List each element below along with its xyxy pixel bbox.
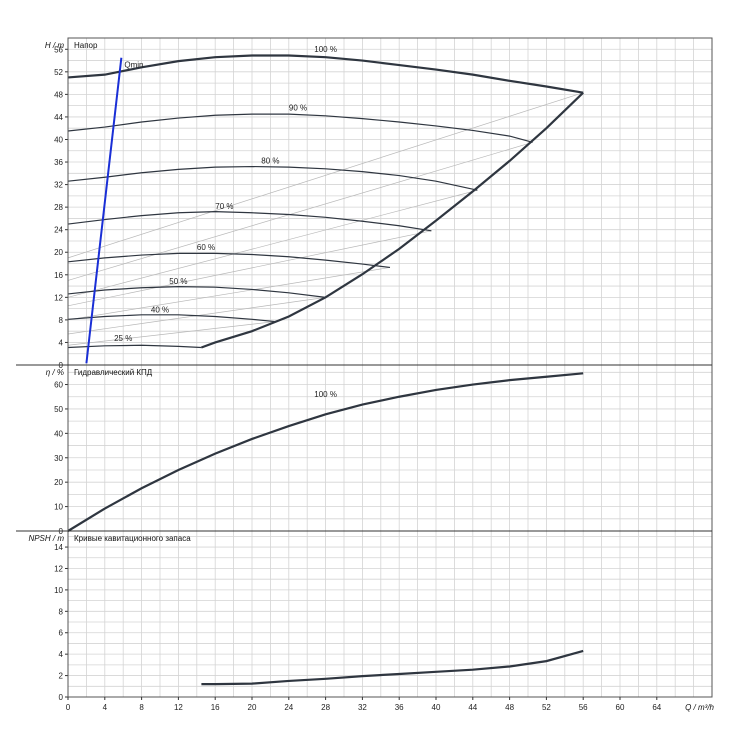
series-line bbox=[67, 286, 326, 298]
y-tick-label: 48 bbox=[54, 90, 63, 99]
x-tick-label: 20 bbox=[248, 703, 257, 712]
y-tick-label: 0 bbox=[59, 693, 64, 702]
x-tick-label: 32 bbox=[358, 703, 367, 712]
y-tick-label: 24 bbox=[54, 226, 63, 235]
y-tick-label: 8 bbox=[59, 607, 64, 616]
series-line bbox=[67, 211, 432, 232]
x-tick-label: 24 bbox=[284, 703, 293, 712]
y-axis-title: H / m bbox=[45, 41, 64, 50]
y-tick-label: 40 bbox=[54, 135, 63, 144]
y-tick-label: 20 bbox=[54, 478, 63, 487]
series-label: 100 % bbox=[314, 390, 337, 399]
panel-2: Кривые кавитационного запаса NPSH / m 0 2 4 6… bbox=[28, 530, 713, 702]
panel-frame bbox=[67, 37, 713, 366]
efficiency-line bbox=[67, 92, 584, 259]
y-tick-label: 10 bbox=[54, 503, 63, 512]
y-tick-label: 14 bbox=[54, 543, 63, 552]
y-tick-label: 10 bbox=[54, 586, 63, 595]
series-line bbox=[67, 54, 584, 94]
series-label: 100 % bbox=[314, 45, 337, 54]
series-label: 70 % bbox=[215, 202, 233, 211]
panel-frame bbox=[67, 530, 713, 698]
y-tick-label: 60 bbox=[54, 381, 63, 390]
y-axis-title: η / % bbox=[46, 368, 64, 377]
y-tick-label: 12 bbox=[54, 564, 63, 573]
x-tick-label: 56 bbox=[579, 703, 588, 712]
y-tick-label: 50 bbox=[54, 405, 63, 414]
y-tick-label: 32 bbox=[54, 181, 63, 190]
series-line bbox=[67, 113, 533, 143]
y-tick-label: 4 bbox=[59, 338, 64, 347]
x-tick-label: 4 bbox=[103, 703, 108, 712]
y-tick-label: 2 bbox=[59, 672, 64, 681]
efficiency-line bbox=[67, 141, 533, 281]
efficiency-line bbox=[67, 230, 432, 307]
x-tick-label: 12 bbox=[174, 703, 183, 712]
x-tick-label: 48 bbox=[505, 703, 514, 712]
series-line bbox=[67, 165, 478, 191]
y-axis-title: NPSH / m bbox=[28, 534, 64, 543]
x-tick-label: 8 bbox=[139, 703, 144, 712]
series-line bbox=[67, 252, 391, 269]
panel-frame bbox=[67, 364, 713, 532]
panel-title: Напор bbox=[74, 41, 98, 50]
x-tick-label: 64 bbox=[652, 703, 661, 712]
series-label: 25 % bbox=[114, 334, 132, 343]
x-tick-label: 40 bbox=[432, 703, 441, 712]
y-tick-label: 28 bbox=[54, 203, 63, 212]
series-line bbox=[67, 314, 276, 323]
y-tick-label: 56 bbox=[54, 45, 63, 54]
y-tick-label: 40 bbox=[54, 429, 63, 438]
y-tick-label: 4 bbox=[59, 650, 64, 659]
x-tick-label: 28 bbox=[321, 703, 330, 712]
series-label: 40 % bbox=[151, 305, 169, 314]
y-tick-label: 30 bbox=[54, 454, 63, 463]
y-tick-label: 20 bbox=[54, 248, 63, 257]
series-label: 60 % bbox=[197, 243, 215, 252]
y-tick-label: 44 bbox=[54, 113, 63, 122]
y-tick-label: 52 bbox=[54, 68, 63, 77]
y-tick-label: 36 bbox=[54, 158, 63, 167]
series-line bbox=[201, 649, 584, 686]
qmin-line bbox=[85, 57, 123, 364]
series-line bbox=[67, 372, 584, 532]
x-tick-label: 44 bbox=[468, 703, 477, 712]
y-tick-label: 8 bbox=[59, 316, 64, 325]
y-tick-label: 16 bbox=[54, 271, 63, 280]
y-tick-label: 12 bbox=[54, 293, 63, 302]
y-tick-label: 6 bbox=[59, 629, 64, 638]
series-label: 80 % bbox=[261, 156, 279, 165]
series-line bbox=[67, 344, 202, 349]
efficiency-line bbox=[67, 267, 391, 321]
qmin-label: Qmin bbox=[124, 60, 143, 69]
efficiency-line bbox=[67, 321, 276, 346]
x-tick-label: 16 bbox=[211, 703, 220, 712]
efficiency-line bbox=[67, 189, 478, 298]
system-curve bbox=[201, 91, 584, 349]
series-label: 90 % bbox=[289, 103, 307, 112]
x-axis-title: Q / m³/h bbox=[685, 703, 714, 712]
x-tick-label: 36 bbox=[395, 703, 404, 712]
x-tick-label: 60 bbox=[616, 703, 625, 712]
panel-title: Гидравлический КПД bbox=[74, 368, 153, 377]
series-label: 50 % bbox=[169, 277, 187, 286]
panel-title: Кривые кавитационного запаса bbox=[74, 534, 191, 543]
x-tick-label: 52 bbox=[542, 703, 551, 712]
x-tick-label: 0 bbox=[66, 703, 71, 712]
